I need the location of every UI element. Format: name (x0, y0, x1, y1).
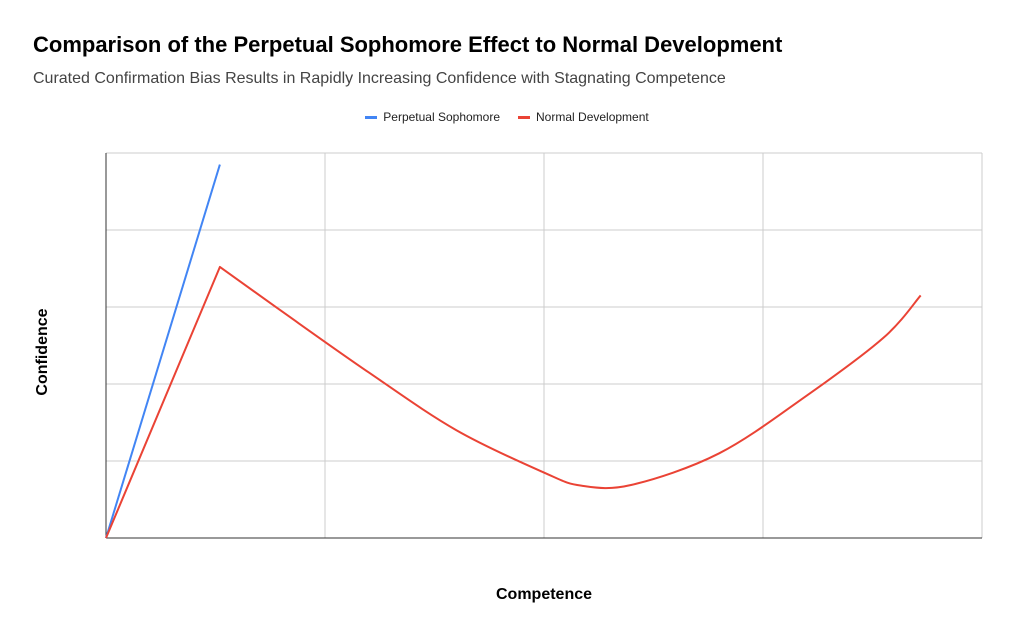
chart-subtitle: Curated Confirmation Bias Results in Rap… (33, 70, 726, 87)
legend: Perpetual Sophomore Normal Development (0, 110, 1014, 124)
x-axis-label: Competence (495, 586, 593, 603)
legend-swatch-normal-development (518, 115, 531, 119)
legend-item-perpetual-sophomore[interactable]: Perpetual Sophomore (365, 110, 500, 124)
legend-item-normal-development[interactable]: Normal Development (518, 110, 649, 124)
legend-label-perpetual-sophomore: Perpetual Sophomore (383, 110, 501, 124)
legend-label-normal-development: Normal Development (536, 110, 649, 124)
chart-title: Comparison of the Perpetual Sophomore Ef… (33, 32, 783, 57)
y-axis-label: Confidence (34, 308, 51, 396)
legend-swatch-perpetual-sophomore (365, 115, 378, 119)
series-line-normal-development (105, 265, 922, 539)
series-line-perpetual-sophomore (105, 164, 221, 539)
